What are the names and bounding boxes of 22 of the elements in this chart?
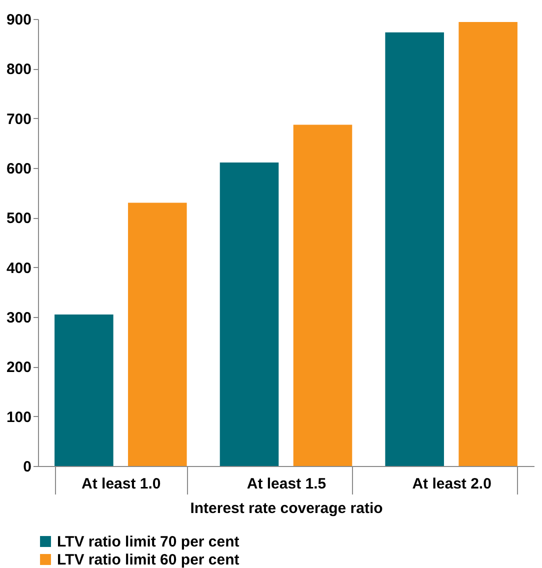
y-tick-label: 900 [6, 12, 32, 28]
bar [54, 314, 114, 466]
legend-label: LTV ratio limit 60 per cent [57, 552, 240, 568]
bar [220, 162, 279, 466]
x-tick-label: At least 2.0 [412, 476, 492, 492]
bar [458, 22, 518, 466]
y-tick-label: 0 [23, 458, 32, 476]
y-tick-label: 400 [6, 260, 32, 277]
y-tick-label: 700 [6, 110, 32, 128]
x-tick-label: At least 1.0 [82, 476, 161, 492]
y-tick-label: 600 [6, 160, 32, 178]
y-tick-label: 100 [6, 408, 32, 426]
x-tick-label: At least 1.5 [246, 476, 326, 492]
y-tick-label: 300 [6, 310, 32, 326]
legend-label: LTV ratio limit 70 per cent [57, 534, 240, 550]
y-tick-label: 500 [6, 210, 32, 228]
bar [293, 124, 352, 466]
y-tick-label: 800 [6, 61, 32, 78]
bar [128, 202, 187, 466]
y-tick-label: 200 [6, 359, 32, 376]
bar [385, 32, 444, 466]
x-axis-title: Interest rate coverage ratio [190, 500, 383, 517]
